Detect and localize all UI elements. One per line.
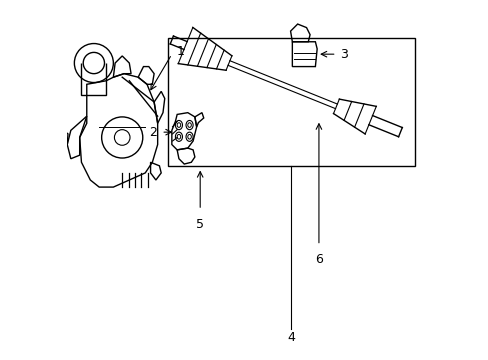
Text: 2: 2 <box>149 126 157 139</box>
Text: 4: 4 <box>287 331 295 344</box>
Text: 1: 1 <box>176 45 184 58</box>
Text: 5: 5 <box>196 218 204 231</box>
Bar <box>168 38 414 166</box>
Text: 3: 3 <box>340 48 347 61</box>
Text: 6: 6 <box>314 253 322 266</box>
